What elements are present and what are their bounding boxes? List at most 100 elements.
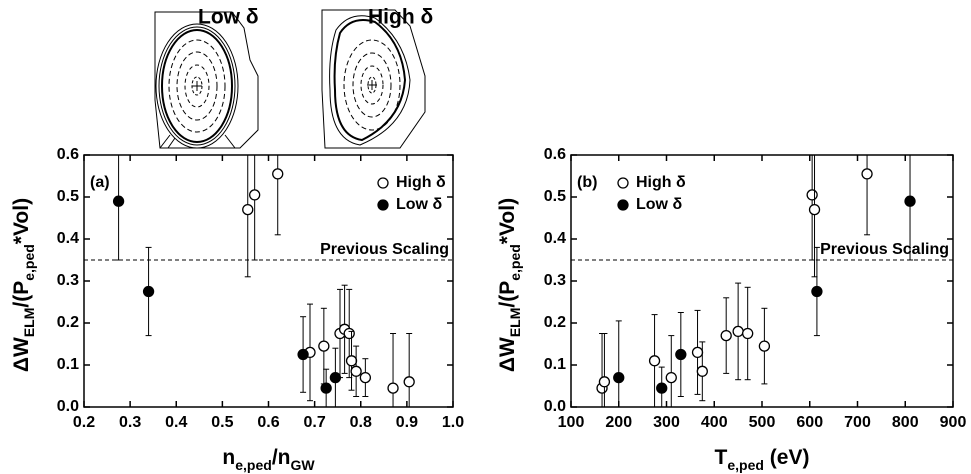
high-delta-inset xyxy=(321,9,426,149)
data-points xyxy=(112,155,415,407)
data-point xyxy=(318,340,330,352)
data-point xyxy=(242,203,254,216)
y-tick-label: 0.4 xyxy=(544,230,566,247)
data-point xyxy=(329,371,342,384)
y-tick-label: 0.4 xyxy=(57,230,79,247)
legend-marker xyxy=(617,177,629,189)
y-tick-label: 0.6 xyxy=(544,146,566,163)
data-point xyxy=(403,376,415,388)
legend-marker xyxy=(377,177,389,189)
data-point xyxy=(742,327,754,340)
low-delta-inset xyxy=(154,11,259,149)
y-tick-label: 0.2 xyxy=(544,314,566,331)
x-tick-label: 100 xyxy=(558,414,585,431)
data-point xyxy=(343,327,355,340)
y-axis-label-part: ΔW xyxy=(10,337,33,372)
inset-label: High δ xyxy=(368,6,433,29)
panel: 0.2 0.3 0.4 0.5 0.6 0.7 0.8 0.9 1.0 0.0 0.1 0.2 0.3 0… xyxy=(10,146,465,473)
data-point xyxy=(811,285,823,298)
y-axis-label-part: ELM xyxy=(21,308,37,338)
data-point xyxy=(320,382,332,394)
y-tick-label: 0.5 xyxy=(57,188,79,205)
data-point xyxy=(249,189,261,201)
data-point xyxy=(696,365,708,377)
x-tick-label: 400 xyxy=(701,414,728,431)
y-axis-label-part: e,ped xyxy=(507,244,523,281)
panel-label: (b) xyxy=(577,174,597,191)
y-tick-label: 0.3 xyxy=(544,272,566,289)
y-axis-label-part: *Vol) xyxy=(10,198,33,244)
x-axis-label-part: n xyxy=(222,446,235,469)
y-tick-label: 0.1 xyxy=(57,356,79,373)
legend-label: Low δ xyxy=(636,196,682,213)
inset-label: Low δ xyxy=(198,6,259,29)
x-tick-label: 0.9 xyxy=(396,414,418,431)
x-axis-label-part: T xyxy=(715,446,728,469)
legend-marker xyxy=(617,199,629,211)
x-axis-label-part: GW xyxy=(290,457,315,473)
y-tick-label: 0.0 xyxy=(544,398,566,415)
y-tick-label: 0.0 xyxy=(57,398,79,415)
y-axis-label-part: e,ped xyxy=(21,244,37,281)
y-tick-label: 0.5 xyxy=(544,188,566,205)
panel: 100 200 300 400 500 600 700 800 900 0.0 0.1 0.2 0.3 0… xyxy=(496,146,967,473)
x-tick-label: 0.6 xyxy=(257,414,279,431)
x-tick-label: 0.5 xyxy=(211,414,233,431)
plot-frame xyxy=(83,154,454,408)
y-axis-label-part: /(P xyxy=(496,281,519,308)
x-axis-label-part: (eV) xyxy=(764,446,810,469)
y-tick-label: 0.6 xyxy=(57,146,79,163)
data-point xyxy=(808,203,821,216)
legend-label: High δ xyxy=(636,174,686,191)
data-point xyxy=(806,189,818,201)
y-tick-label: 0.1 xyxy=(544,356,566,373)
x-tick-label: 0.7 xyxy=(304,414,326,431)
data-point xyxy=(691,346,704,359)
x-axis-label-part: e,ped xyxy=(235,457,272,473)
x-tick-label: 200 xyxy=(605,414,632,431)
x-tick-label: 800 xyxy=(892,414,919,431)
data-point xyxy=(613,371,625,384)
x-tick-label: 300 xyxy=(653,414,680,431)
data-point xyxy=(904,195,916,207)
y-axis-label-part: ELM xyxy=(507,308,523,338)
x-tick-label: 500 xyxy=(749,414,776,431)
data-point xyxy=(359,371,372,384)
legend-label: Low δ xyxy=(396,196,442,213)
data-point xyxy=(142,285,155,298)
data-point xyxy=(656,382,668,394)
data-point xyxy=(598,376,611,388)
x-axis-label: ne,ped/nGW xyxy=(222,446,315,473)
x-tick-label: 0.4 xyxy=(165,414,187,431)
data-point xyxy=(648,355,661,367)
data-point xyxy=(675,348,687,361)
y-axis-label-part: ΔW xyxy=(496,337,519,372)
x-tick-label: 1.0 xyxy=(442,414,464,431)
data-point xyxy=(732,325,744,338)
reference-label: Previous Scaling xyxy=(820,241,949,258)
y-tick-label: 0.3 xyxy=(57,272,79,289)
data-point xyxy=(272,168,284,180)
data-point xyxy=(861,168,873,180)
x-tick-label: 0.2 xyxy=(73,414,95,431)
data-point xyxy=(665,371,677,384)
data-point xyxy=(720,329,732,342)
data-points xyxy=(596,155,916,407)
reference-label: Previous Scaling xyxy=(320,241,449,258)
x-axis-label-part: /n xyxy=(272,446,291,469)
data-point xyxy=(758,340,771,352)
x-axis-label: Te,ped (eV) xyxy=(715,446,810,473)
x-tick-label: 0.3 xyxy=(119,414,141,431)
data-point xyxy=(112,195,125,207)
y-tick-label: 0.2 xyxy=(57,314,79,331)
x-tick-label: 600 xyxy=(796,414,823,431)
y-axis-label: ΔWELM/(Pe,ped*Vol) xyxy=(496,198,523,372)
panel-label: (a) xyxy=(90,174,110,191)
data-point xyxy=(345,355,358,367)
data-point xyxy=(297,348,309,361)
data-point xyxy=(350,365,362,377)
legend-marker xyxy=(377,199,389,211)
x-axis-label-part: e,ped xyxy=(727,457,764,473)
y-axis-label-part: *Vol) xyxy=(496,198,519,244)
